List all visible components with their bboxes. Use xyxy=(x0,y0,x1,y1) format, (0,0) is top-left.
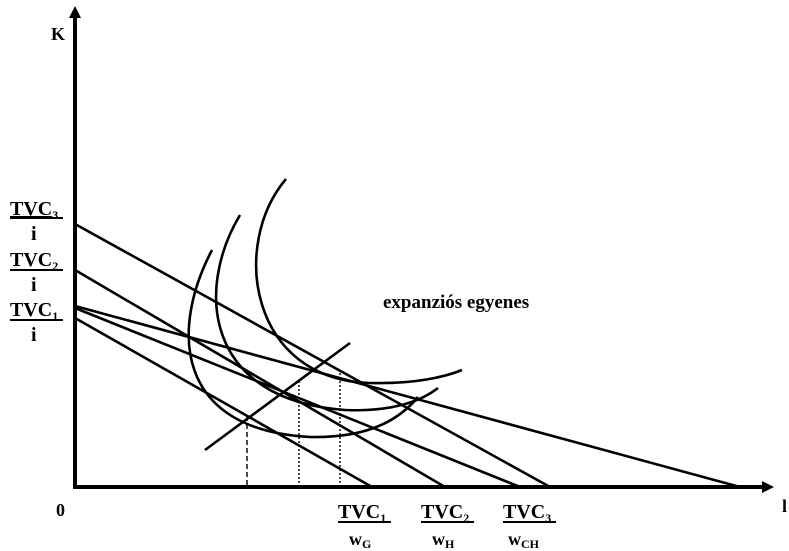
svg-text:wG: wG xyxy=(349,529,371,551)
svg-text:TVC1: TVC1 xyxy=(10,299,58,323)
isocost-line-1-rotated-a xyxy=(74,304,741,489)
expansion-path xyxy=(204,341,351,452)
x-intercept-label-ch: TVC3 wCH xyxy=(503,501,556,551)
y-axis-label: K xyxy=(51,24,65,44)
svg-text:wH: wH xyxy=(432,529,455,551)
isocost-line-2 xyxy=(74,268,446,489)
isocost-line-1-rotated-b xyxy=(74,306,521,489)
isoquant-3 xyxy=(254,178,463,385)
y-intercept-label-1: TVC1 i xyxy=(10,299,63,346)
y-intercept-label-3: TVC3 i xyxy=(10,198,63,245)
y-intercept-label-2: TVC2 i xyxy=(10,249,63,296)
origin-label: 0 xyxy=(56,500,65,520)
isocost-line-1 xyxy=(74,316,373,489)
svg-text:TVC1: TVC1 xyxy=(338,501,386,525)
svg-text:TVC2: TVC2 xyxy=(421,501,469,525)
svg-text:i: i xyxy=(31,274,37,296)
isocost-line-3 xyxy=(74,222,551,489)
svg-text:wCH: wCH xyxy=(508,529,540,551)
isoquant-1 xyxy=(187,249,420,439)
expansion-path-label: expanziós egyenes xyxy=(383,292,529,313)
svg-text:TVC3: TVC3 xyxy=(10,198,58,222)
x-axis-label: l xyxy=(782,496,787,516)
svg-text:i: i xyxy=(31,324,37,346)
svg-text:TVC2: TVC2 xyxy=(10,249,58,273)
x-intercept-label-h: TVC2 wH xyxy=(421,501,474,551)
svg-text:TVC3: TVC3 xyxy=(503,501,551,525)
svg-text:i: i xyxy=(31,223,37,245)
x-intercept-label-g: TVC1 wG xyxy=(338,501,391,551)
